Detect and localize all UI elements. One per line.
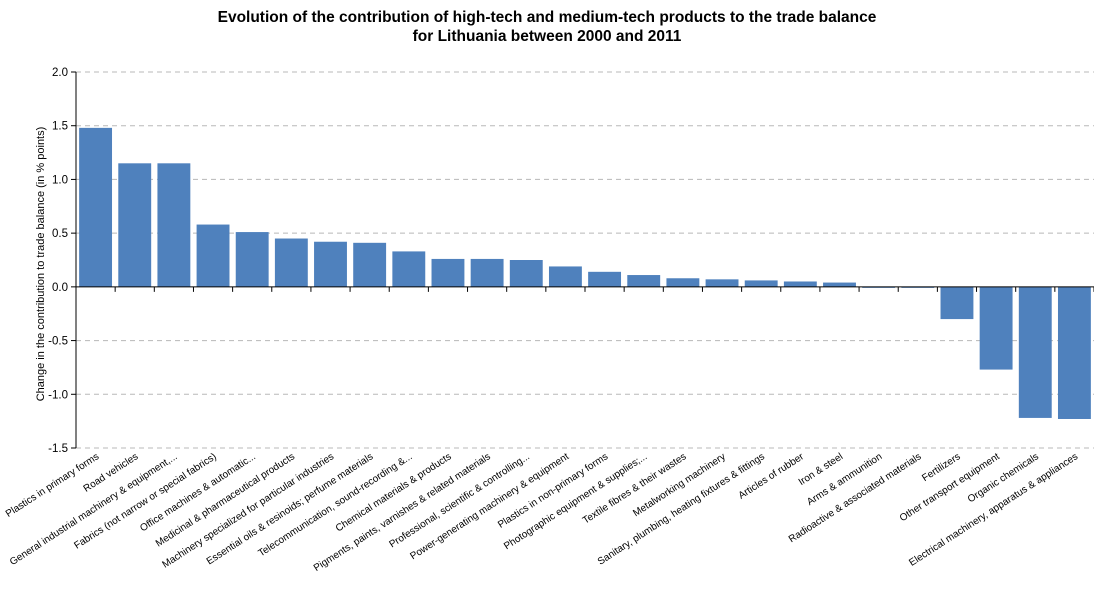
y-tick-label: 0.5	[52, 228, 68, 240]
bar	[823, 282, 856, 287]
bar	[314, 241, 347, 287]
bar	[470, 258, 504, 287]
gridlines	[76, 71, 1094, 449]
y-tick-labels: 2.0 1.5 1.0 0.5 0.0 -0.5 -1.0 -1.5	[48, 67, 68, 455]
bar	[979, 286, 1013, 370]
bar	[666, 278, 700, 287]
bar	[783, 281, 817, 287]
y-tick-label: 1.5	[52, 121, 68, 133]
bar	[353, 242, 387, 287]
y-tick-label: -1.0	[48, 389, 68, 401]
bar	[235, 232, 269, 287]
bar	[118, 163, 152, 287]
axes	[71, 71, 1094, 449]
bar	[588, 271, 622, 287]
x-category-label: General industrial machinery & equipment…	[8, 451, 179, 568]
bar	[548, 266, 582, 287]
bar	[627, 275, 661, 287]
chart-title-line-2: for Lithuania between 2000 and 2011	[412, 28, 682, 45]
y-tick-label: 0.0	[52, 282, 68, 294]
bar	[431, 258, 465, 287]
bar	[274, 238, 308, 287]
bar	[1018, 286, 1052, 418]
x-category-label: Articles of rubber	[737, 451, 807, 502]
x-category-label: Fabrics (not narrow or special fabrics)	[72, 451, 218, 551]
y-axis-label: Change in the contribution to trade bala…	[35, 127, 47, 402]
bar	[392, 251, 426, 287]
y-tick-label: 2.0	[52, 67, 68, 79]
bar	[1057, 286, 1091, 419]
bar	[744, 280, 778, 287]
bar	[79, 127, 113, 287]
chart-title: Evolution of the contribution of high-te…	[0, 8, 1094, 46]
bar	[705, 279, 739, 287]
y-tick-label: -0.5	[48, 336, 68, 348]
bars	[79, 127, 1091, 419]
y-tick-label: -1.5	[48, 443, 68, 455]
bar	[509, 260, 543, 287]
bar	[196, 224, 230, 287]
bar	[940, 286, 974, 320]
chart-title-line-1: Evolution of the contribution of high-te…	[217, 9, 877, 26]
bar	[157, 163, 191, 287]
x-category-label: Pigments, paints, varnishes & related ma…	[312, 451, 493, 574]
y-tick-label: 1.0	[52, 174, 68, 186]
